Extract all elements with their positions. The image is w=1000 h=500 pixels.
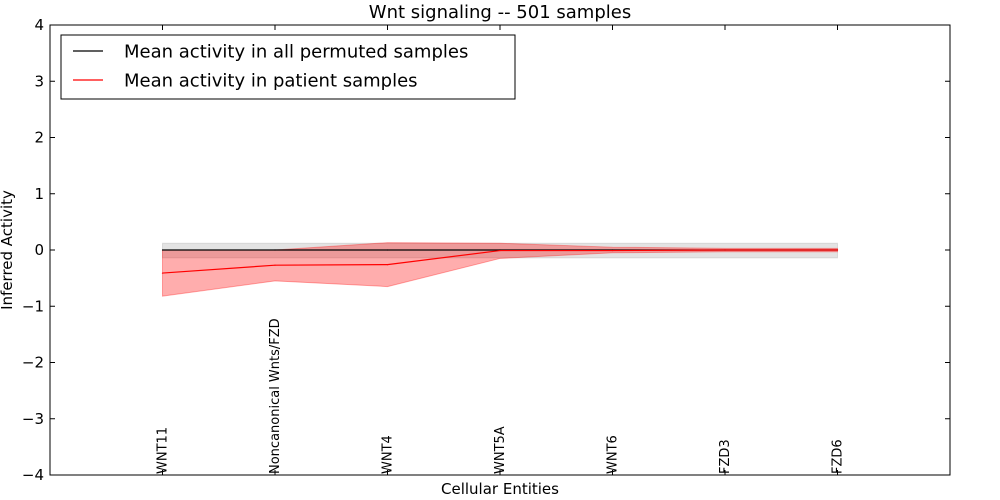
data-point-permuted-0 [161,249,164,251]
x-tick-label: FZD3 [718,439,733,474]
y-tick-label: 1 [34,185,44,203]
y-axis: 4 3 2 1 0 −1 −2 −3 −4 [22,16,950,484]
x-tick-label: WNT4 [381,435,396,474]
data-point-patient-5 [724,249,726,251]
x-tick-label: WNT6 [606,435,621,474]
x-axis-label: Cellular Entities [441,480,559,498]
data-point-patient-4 [611,249,614,252]
y-tick-label: 0 [34,241,44,259]
x-tick-label: FZD6 [831,439,846,474]
x-tick-label: Noncanonical Wnts/FZD [268,318,283,474]
data-point-patient-6 [836,249,839,251]
legend-label-permuted: Mean activity in all permuted samples [124,42,468,63]
x-tick-label: WNT11 [156,427,171,474]
x-tick-label: WNT5A [493,426,508,474]
y-tick-label: 2 [34,129,44,147]
x-axis: WNT11 Noncanonical Wnts/FZD WNT4 WNT5A WNT6 F… [156,25,846,475]
chart-title: Wnt signaling -- 501 samples [369,2,631,23]
y-tick-label: −3 [22,410,44,428]
data-point-patient-1 [274,264,276,266]
data-point-patient-2 [386,264,389,266]
data-point-patient-3 [499,249,501,252]
series-lines [161,249,839,274]
y-tick-label: −2 [22,354,44,372]
data-point-permuted-1 [274,249,276,251]
y-tick-label: −1 [22,297,44,315]
y-tick-label: 3 [34,72,44,90]
legend: Mean activity in all permuted samples Me… [60,34,516,100]
y-tick-label: −4 [22,466,44,484]
y-axis-label: Inferred Activity [0,190,16,310]
band-patient [162,242,838,297]
legend-label-patient: Mean activity in patient samples [124,71,418,92]
y-tick-label: 4 [34,16,44,34]
legend-box [60,34,516,100]
data-point-permuted-2 [386,249,389,251]
data-point-patient-0 [161,272,164,274]
